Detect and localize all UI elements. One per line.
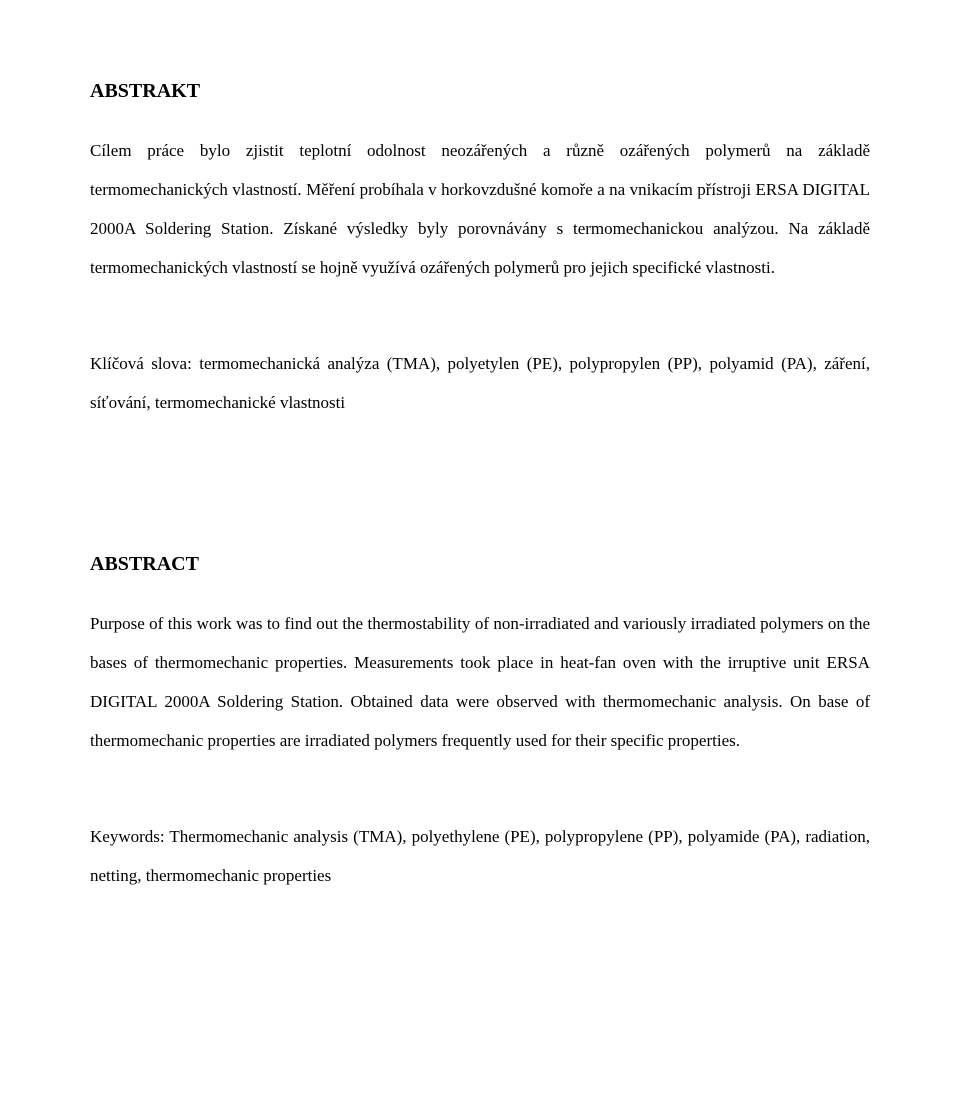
spacer (90, 287, 870, 327)
abstract-heading-en: ABSTRACT (90, 553, 870, 576)
abstract-keywords-en: Keywords: Thermomechanic analysis (TMA),… (90, 817, 870, 895)
spacer (90, 423, 870, 553)
abstrakt-body-cz: Cílem práce bylo zjistit teplotní odolno… (90, 131, 870, 287)
spacer (90, 760, 870, 800)
abstrakt-keywords-cz: Klíčová slova: termomechanická analýza (… (90, 344, 870, 422)
abstrakt-heading-cz: ABSTRAKT (90, 80, 870, 103)
abstract-body-en: Purpose of this work was to find out the… (90, 604, 870, 760)
